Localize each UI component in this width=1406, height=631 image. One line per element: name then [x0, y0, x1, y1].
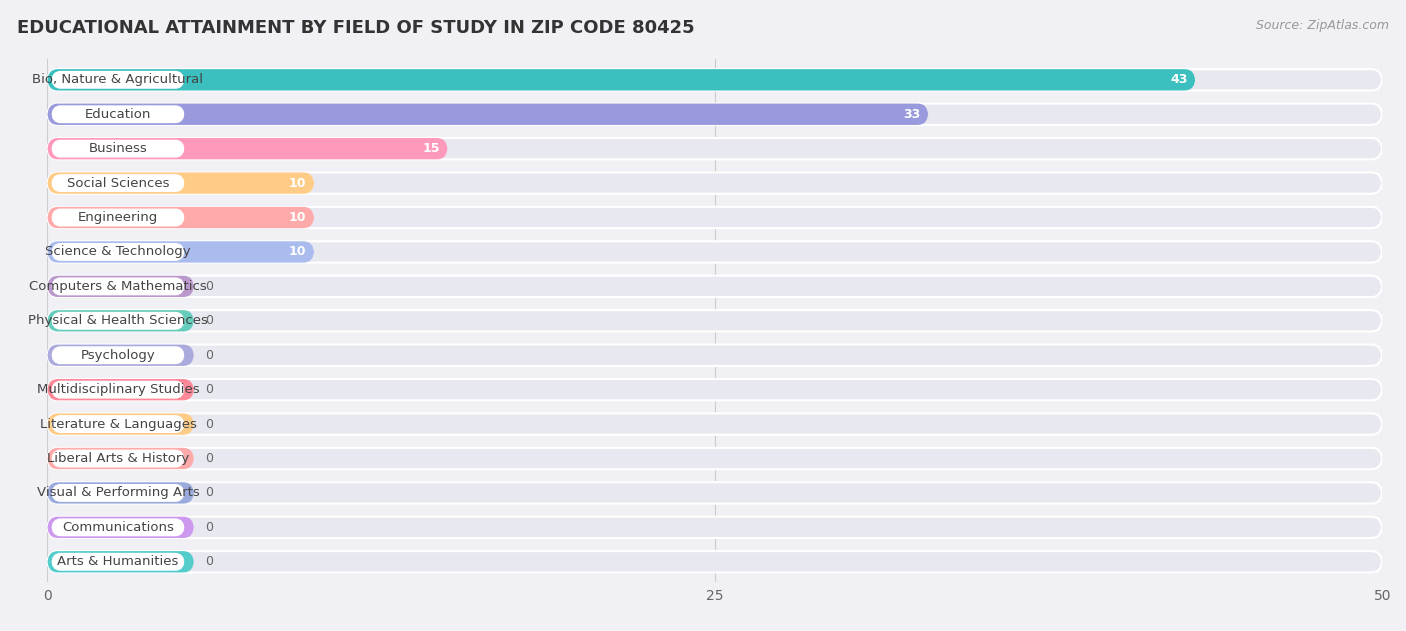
FancyBboxPatch shape: [48, 241, 1382, 262]
Text: 0: 0: [205, 521, 212, 534]
FancyBboxPatch shape: [51, 449, 184, 468]
FancyBboxPatch shape: [48, 310, 194, 331]
FancyBboxPatch shape: [48, 69, 1195, 90]
FancyBboxPatch shape: [48, 276, 194, 297]
Text: 0: 0: [205, 418, 212, 430]
FancyBboxPatch shape: [48, 482, 1382, 504]
Text: 43: 43: [1170, 73, 1187, 86]
Text: 33: 33: [903, 108, 921, 121]
FancyBboxPatch shape: [48, 207, 1382, 228]
FancyBboxPatch shape: [48, 345, 194, 366]
FancyBboxPatch shape: [48, 379, 1382, 400]
FancyBboxPatch shape: [48, 138, 447, 160]
Text: 0: 0: [205, 280, 212, 293]
Text: Multidisciplinary Studies: Multidisciplinary Studies: [37, 383, 200, 396]
Text: Liberal Arts & History: Liberal Arts & History: [46, 452, 188, 465]
Text: Psychology: Psychology: [80, 349, 155, 362]
Text: 0: 0: [205, 383, 212, 396]
FancyBboxPatch shape: [48, 413, 194, 435]
FancyBboxPatch shape: [48, 69, 1382, 90]
FancyBboxPatch shape: [48, 241, 314, 262]
FancyBboxPatch shape: [48, 276, 1382, 297]
Text: 10: 10: [288, 245, 307, 259]
Text: 0: 0: [205, 314, 212, 327]
FancyBboxPatch shape: [48, 138, 1382, 160]
Text: 0: 0: [205, 349, 212, 362]
FancyBboxPatch shape: [48, 551, 1382, 572]
Text: Business: Business: [89, 142, 148, 155]
FancyBboxPatch shape: [48, 345, 1382, 366]
Text: 15: 15: [422, 142, 440, 155]
Text: Arts & Humanities: Arts & Humanities: [58, 555, 179, 569]
FancyBboxPatch shape: [48, 103, 1382, 125]
FancyBboxPatch shape: [51, 139, 184, 158]
Text: 10: 10: [288, 211, 307, 224]
FancyBboxPatch shape: [48, 482, 194, 504]
FancyBboxPatch shape: [48, 172, 314, 194]
FancyBboxPatch shape: [51, 380, 184, 399]
FancyBboxPatch shape: [51, 346, 184, 364]
FancyBboxPatch shape: [51, 71, 184, 89]
FancyBboxPatch shape: [51, 209, 184, 227]
FancyBboxPatch shape: [51, 278, 184, 295]
FancyBboxPatch shape: [48, 379, 194, 400]
Text: Social Sciences: Social Sciences: [66, 177, 169, 189]
FancyBboxPatch shape: [48, 172, 1382, 194]
FancyBboxPatch shape: [51, 415, 184, 433]
FancyBboxPatch shape: [51, 174, 184, 192]
FancyBboxPatch shape: [48, 103, 928, 125]
FancyBboxPatch shape: [51, 484, 184, 502]
FancyBboxPatch shape: [48, 207, 314, 228]
Text: Visual & Performing Arts: Visual & Performing Arts: [37, 487, 200, 499]
FancyBboxPatch shape: [48, 551, 194, 572]
Text: 0: 0: [205, 452, 212, 465]
FancyBboxPatch shape: [51, 105, 184, 123]
Text: Literature & Languages: Literature & Languages: [39, 418, 197, 430]
FancyBboxPatch shape: [48, 517, 1382, 538]
FancyBboxPatch shape: [51, 519, 184, 536]
Text: Science & Technology: Science & Technology: [45, 245, 191, 259]
FancyBboxPatch shape: [48, 448, 194, 469]
FancyBboxPatch shape: [48, 517, 194, 538]
FancyBboxPatch shape: [51, 553, 184, 570]
Text: Computers & Mathematics: Computers & Mathematics: [30, 280, 207, 293]
Text: Engineering: Engineering: [77, 211, 157, 224]
Text: Communications: Communications: [62, 521, 174, 534]
Text: EDUCATIONAL ATTAINMENT BY FIELD OF STUDY IN ZIP CODE 80425: EDUCATIONAL ATTAINMENT BY FIELD OF STUDY…: [17, 19, 695, 37]
FancyBboxPatch shape: [51, 243, 184, 261]
FancyBboxPatch shape: [48, 448, 1382, 469]
Text: Physical & Health Sciences: Physical & Health Sciences: [28, 314, 208, 327]
Text: Source: ZipAtlas.com: Source: ZipAtlas.com: [1256, 19, 1389, 32]
Text: Bio, Nature & Agricultural: Bio, Nature & Agricultural: [32, 73, 204, 86]
FancyBboxPatch shape: [48, 413, 1382, 435]
Text: 0: 0: [205, 487, 212, 499]
FancyBboxPatch shape: [51, 312, 184, 330]
Text: 10: 10: [288, 177, 307, 189]
FancyBboxPatch shape: [48, 310, 1382, 331]
Text: Education: Education: [84, 108, 150, 121]
Text: 0: 0: [205, 555, 212, 569]
